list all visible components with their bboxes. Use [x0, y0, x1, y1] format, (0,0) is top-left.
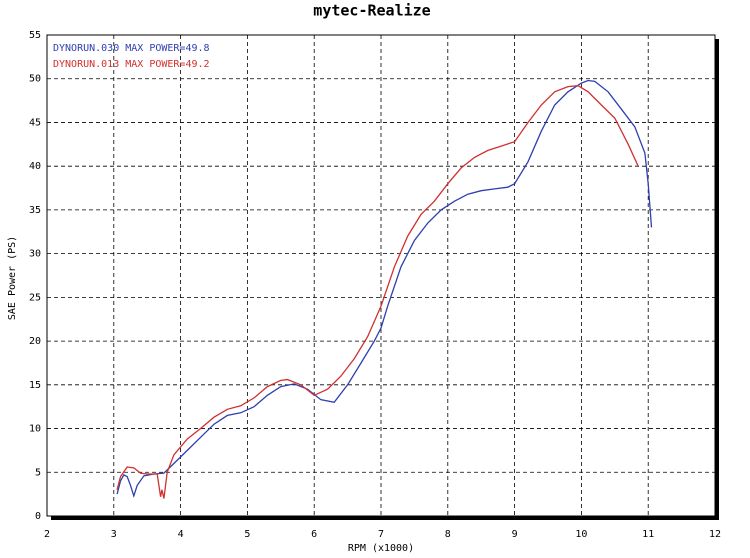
y-tick-label: 55	[29, 30, 41, 41]
legend-entry: DYNORUN.013 MAX POWER=49.2	[53, 59, 210, 70]
y-tick-label: 35	[29, 205, 41, 216]
x-tick-label: 9	[512, 529, 518, 540]
y-tick-label: 45	[29, 117, 41, 128]
x-tick-label: 11	[642, 529, 654, 540]
y-tick-label: 50	[29, 74, 41, 85]
legend-entry: DYNORUN.030 MAX POWER=49.8	[53, 43, 210, 54]
y-tick-label: 25	[29, 292, 41, 303]
y-tick-label: 30	[29, 249, 41, 260]
x-tick-label: 6	[311, 529, 317, 540]
y-tick-label: 5	[35, 467, 41, 478]
x-tick-label: 7	[378, 529, 384, 540]
x-tick-label: 8	[445, 529, 451, 540]
x-tick-label: 2	[44, 529, 50, 540]
y-tick-label: 10	[29, 424, 41, 435]
x-tick-label: 4	[178, 529, 184, 540]
y-tick-label: 20	[29, 336, 41, 347]
x-axis-label: RPM (x1000)	[348, 543, 414, 554]
x-tick-label: 12	[709, 529, 721, 540]
x-tick-label: 10	[575, 529, 587, 540]
data-line	[116, 85, 639, 499]
y-tick-label: 40	[29, 161, 41, 172]
y-tick-label: 15	[29, 380, 41, 391]
x-tick-label: 5	[244, 529, 250, 540]
chart-title: mytec-Realize	[313, 2, 430, 20]
y-tick-label: 0	[35, 511, 41, 522]
y-axis-label: SAE Power (PS)	[7, 236, 18, 320]
x-tick-label: 3	[111, 529, 117, 540]
